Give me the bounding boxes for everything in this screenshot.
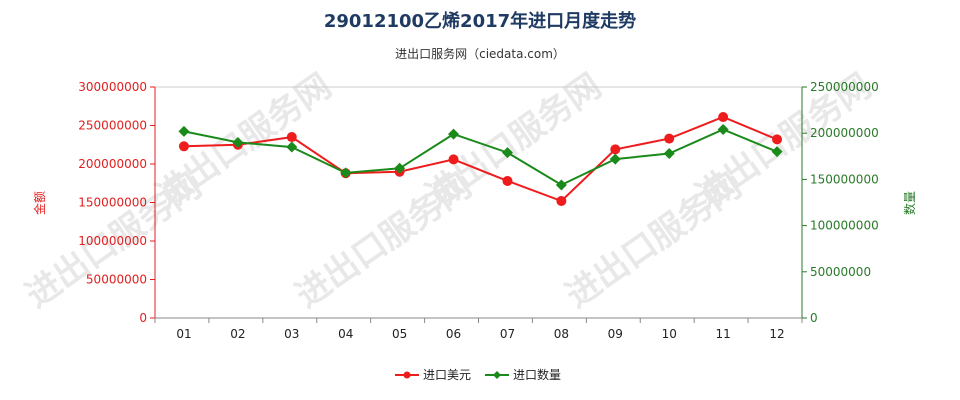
y-left-tick-label: 200000000 xyxy=(78,157,147,171)
data-point xyxy=(610,144,621,155)
watermark-text-3: 进出口服务网 xyxy=(149,66,339,216)
y-left-tick-label: 50000000 xyxy=(86,273,147,287)
axes xyxy=(150,86,807,323)
data-point xyxy=(394,162,406,174)
tick-labels: 0 50000000 100000000 150000000 200000000 2500… xyxy=(78,80,878,341)
data-point xyxy=(232,136,244,148)
y-right-tick-label: 150000000 xyxy=(810,172,879,186)
x-tick-label: 10 xyxy=(662,327,677,341)
y-left-tick-label: 0 xyxy=(139,311,147,325)
chart-subtitle: 进出口服务网（ciedata.com） xyxy=(395,46,565,61)
series-2 xyxy=(178,124,783,191)
data-point xyxy=(609,153,621,165)
y-right-tick-label: 50000000 xyxy=(810,265,871,279)
data-point xyxy=(448,128,460,140)
y-left-tick-label: 250000000 xyxy=(78,119,147,133)
data-point xyxy=(178,125,190,137)
legend-swatch-marker xyxy=(403,371,411,379)
series-line xyxy=(183,128,778,187)
watermark-text-4: 进出口服务网 xyxy=(419,66,609,216)
y-left-tick-label: 150000000 xyxy=(78,196,147,210)
y-right-tick-label: 0 xyxy=(810,311,818,325)
data-point xyxy=(663,148,675,160)
data-point xyxy=(502,175,513,186)
data-point xyxy=(178,141,189,152)
data-point xyxy=(286,141,298,153)
y-right-tick-label: 250000000 xyxy=(810,80,879,94)
legend-swatch-marker xyxy=(493,371,501,379)
data-point xyxy=(718,112,729,123)
legend-label: 进口数量 xyxy=(513,367,561,382)
x-tick-label: 11 xyxy=(715,327,730,341)
legend-item-2: 进口数量 xyxy=(485,367,561,382)
legend: 进口美元 进口数量 xyxy=(395,367,561,382)
data-point xyxy=(771,146,783,158)
data-point xyxy=(555,179,567,191)
x-tick-label: 09 xyxy=(608,327,623,341)
data-point xyxy=(664,133,675,144)
data-point xyxy=(772,134,783,145)
legend-label: 进口美元 xyxy=(423,368,471,382)
chart-title: 29012100乙烯2017年进口月度走势 xyxy=(324,10,636,32)
series xyxy=(178,112,783,206)
x-tick-label: 04 xyxy=(338,327,353,341)
x-tick-label: 02 xyxy=(230,327,245,341)
x-tick-label: 08 xyxy=(554,327,569,341)
data-point xyxy=(501,147,513,159)
x-tick-label: 01 xyxy=(176,327,191,341)
y-right-tick-label: 200000000 xyxy=(810,126,879,140)
x-tick-label: 12 xyxy=(769,327,784,341)
y-left-tick-label: 100000000 xyxy=(78,234,147,248)
data-point xyxy=(556,195,567,206)
data-point xyxy=(448,154,459,165)
x-tick-label: 03 xyxy=(284,327,299,341)
x-tick-label: 07 xyxy=(500,327,515,341)
data-point xyxy=(286,132,297,143)
y-right-axis-label: 数量 xyxy=(902,191,917,215)
y-left-tick-label: 300000000 xyxy=(78,80,147,94)
x-tick-label: 05 xyxy=(392,327,407,341)
y-left-axis-label: 金额 xyxy=(32,191,47,215)
data-point xyxy=(717,124,729,136)
x-tick-label: 06 xyxy=(446,327,461,341)
data-point xyxy=(340,167,352,179)
y-right-tick-label: 100000000 xyxy=(810,219,879,233)
legend-item-1: 进口美元 xyxy=(395,368,471,382)
series-line xyxy=(183,115,778,203)
